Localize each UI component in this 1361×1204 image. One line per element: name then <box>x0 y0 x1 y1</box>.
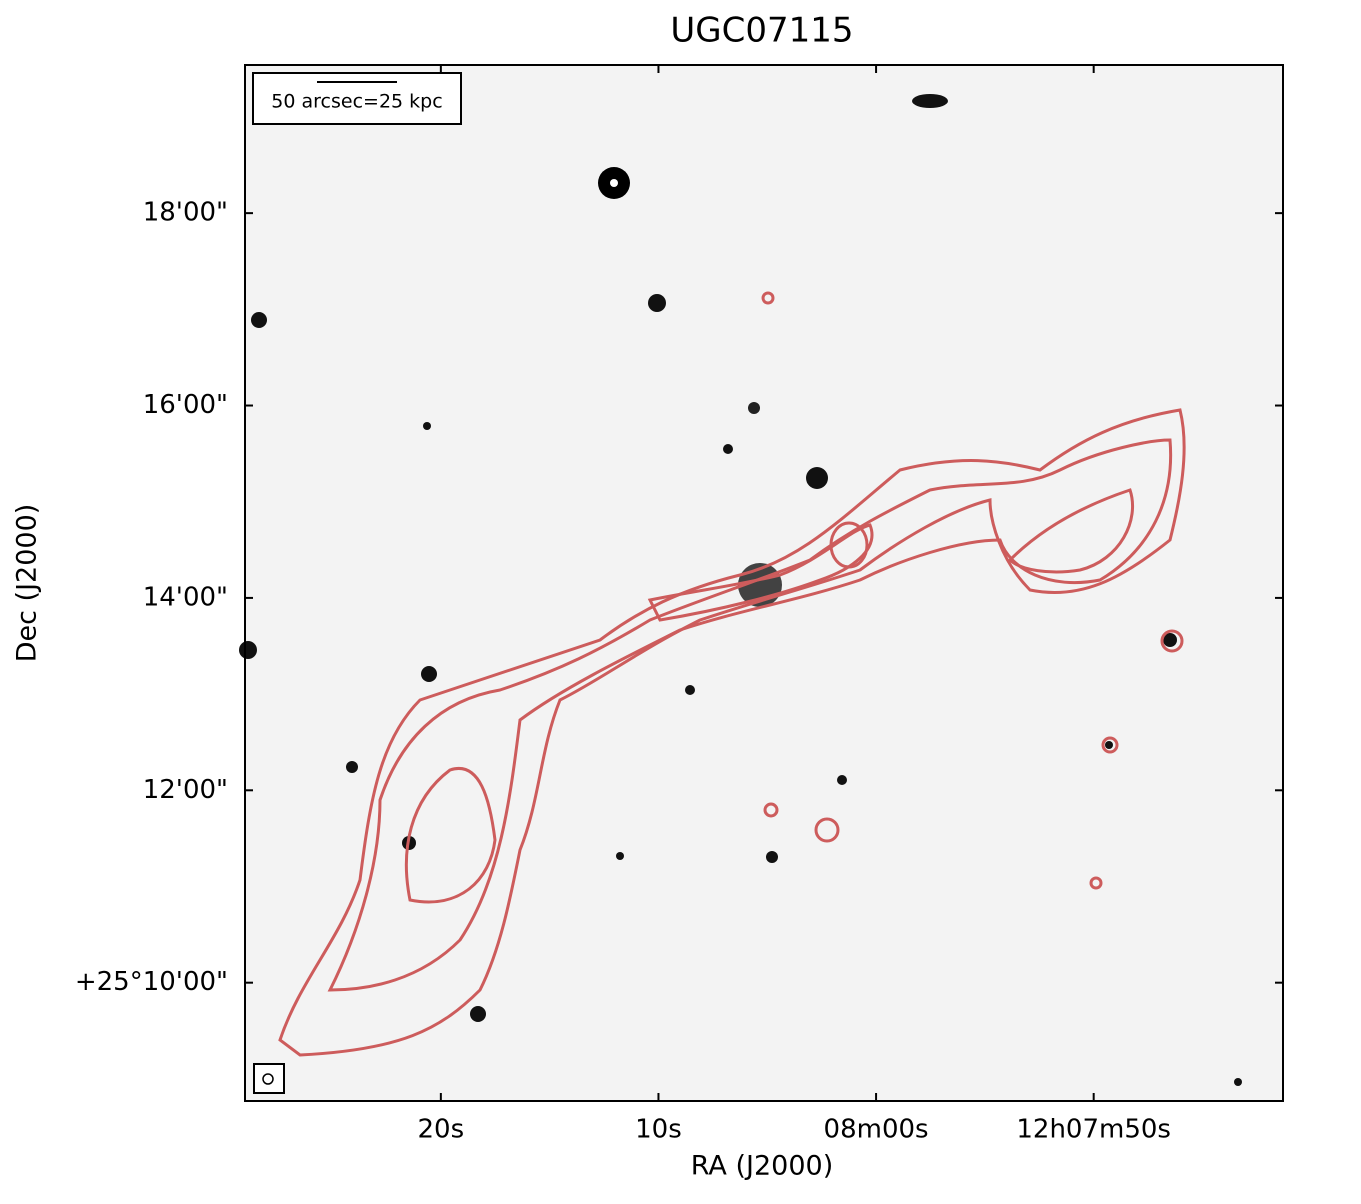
x-tick-label: 20s <box>418 1115 465 1145</box>
y-tick-label: +25°10'00" <box>75 967 228 997</box>
beam-box <box>253 1063 285 1094</box>
y-tick-label: 18'00" <box>143 198 228 228</box>
scale-label: 50 arcsec=25 kpc <box>271 91 442 113</box>
x-tick-label: 08m00s <box>824 1115 929 1145</box>
y-tick-label: 12'00" <box>143 775 228 805</box>
x-tick-label: 10s <box>635 1115 682 1145</box>
y-axis-label: Dec (J2000) <box>12 504 43 663</box>
stars <box>239 94 1242 1086</box>
x-tick-label: 12h07m50s <box>1016 1115 1171 1145</box>
x-axis-label: RA (J2000) <box>691 1151 833 1182</box>
y-tick-label: 14'00" <box>143 582 228 612</box>
beam <box>262 1073 274 1085</box>
plot-frame <box>244 64 1284 1102</box>
y-tick-label: 16'00" <box>143 390 228 420</box>
chart-title: UGC07115 <box>670 11 853 51</box>
contours <box>278 291 1186 1057</box>
